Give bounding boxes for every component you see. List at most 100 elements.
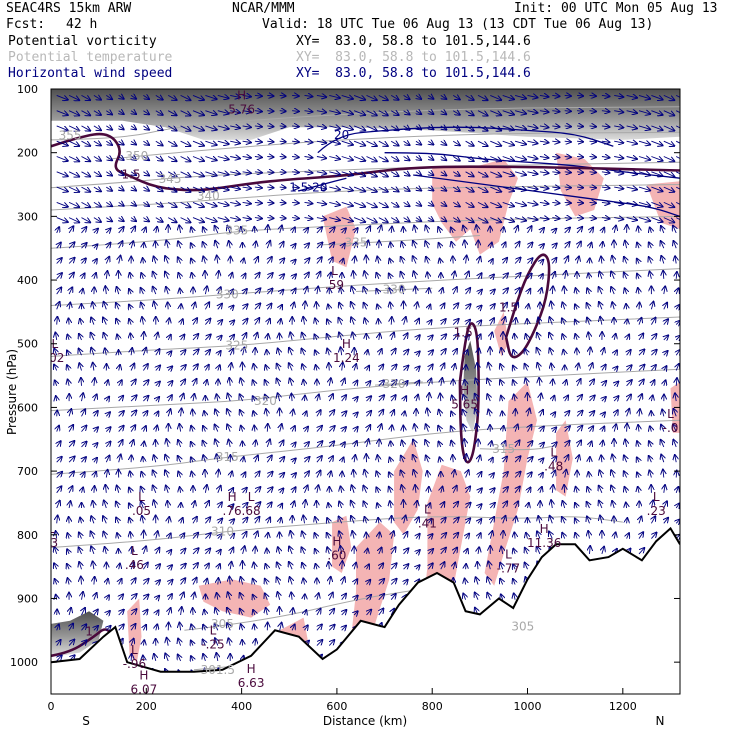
wind-vector-930 [342,594,346,600]
wind-vector-1377 [490,275,494,279]
wind-vector-1414 [503,242,506,249]
wind-vector-1057 [390,157,398,161]
wind-vector-1537 [537,333,540,341]
wind-vector-1627 [562,517,565,524]
wind-vector-478 [203,242,206,249]
wind-vector-748 [292,202,299,203]
wind-vector-88 [82,243,87,248]
wind-vector-1412 [502,218,514,222]
wind-vector-1162 [416,565,420,569]
wind-vector-1170 [428,95,433,98]
wind-vector-12 [56,273,62,280]
wind-vector-419 [181,533,185,538]
field-theta-name: Potential temperature [8,50,173,65]
extremum-type-4: H [460,384,469,398]
wind-vector-1108 [404,333,408,341]
wind-vector-431 [192,125,204,130]
field-theta-xy: XY= 83.0, 58.8 to 101.5,144.6 [296,50,531,65]
wind-vector-476 [205,218,216,222]
wind-vector-1226 [441,349,446,356]
extremum-value-13: -.77 [497,561,520,575]
wind-vector-358 [167,202,176,207]
wind-vector-243 [131,226,135,234]
wind-vector-1224 [441,319,446,325]
x-tick-label-5: 1000 [514,700,542,713]
wind-vector-359 [167,217,176,223]
wind-vector-1421 [501,348,503,356]
wind-vector-1084 [390,563,396,570]
theta-contour-1 [108,131,680,160]
wind-vector-1743 [599,501,602,509]
wind-vector-1150 [416,381,419,386]
wind-vector-1817 [625,439,627,447]
wind-vector-1431 [503,501,508,509]
wind-vector-509 [217,126,229,129]
wind-vector-1046 [378,579,384,585]
wind-vector-986 [366,256,367,264]
wind-vector-898 [341,111,353,115]
wind-vector-123 [93,187,101,191]
wind-vector-1483 [527,111,538,113]
wind-vector-1735 [602,381,606,386]
wind-vector-422 [181,578,186,585]
wind-vector-923 [341,486,342,493]
wind-vector-128 [94,259,97,264]
wind-vector-600 [243,319,248,325]
wind-vector-929 [342,577,345,585]
wind-vector-1392 [490,503,495,508]
wind-vector-50 [68,258,75,264]
wind-vector-507 [217,95,229,98]
wind-vector-862 [329,157,340,160]
wind-vector-1100 [403,218,410,222]
wind-vector-969 [354,596,358,600]
wind-vector-16 [55,333,56,340]
wind-vector-151 [94,610,98,615]
wind-vector-1833 [638,95,650,98]
wind-vector-1689 [588,273,589,279]
wind-vector-420 [181,549,186,554]
wind-vector-1290 [465,141,474,146]
wind-vector-1960 [674,241,677,249]
wind-vector-1331 [477,171,488,177]
extremum-value-2: .02 [45,351,64,365]
wind-vector-1736 [602,397,606,401]
wind-vector-926 [339,531,342,539]
wind-vector-250 [130,333,131,340]
wind-vector-75 [69,640,74,646]
wind-vector-646 [254,426,255,432]
wind-vector-1063 [390,243,391,249]
wind-vector-453 [191,457,193,462]
wind-vector-688 [266,472,272,478]
wind-vector-1295 [465,218,474,223]
wind-vector-854 [317,625,322,631]
wind-vector-57 [67,365,69,370]
wind-vector-579 [228,592,231,600]
wind-vector-400 [178,241,181,249]
wind-vector-1104 [401,272,404,279]
wind-vector-408 [181,365,186,371]
wind-vector-135 [93,363,94,371]
wind-vector-1664 [576,487,578,493]
wind-vector-465 [191,641,193,646]
wind-vector-411 [181,408,182,417]
wind-vector-1505 [528,441,533,448]
wind-vector-1456 [515,288,520,295]
wind-vector-1350 [478,455,480,463]
wind-vector-1581 [552,412,555,416]
wind-vector-604 [241,378,243,386]
wind-vector-306 [143,595,148,600]
pv-contour-label-3: 1 [85,625,93,639]
wind-vector-1048 [379,609,384,616]
wind-vector-0 [56,94,68,99]
wind-vector-552 [230,187,240,189]
wind-vector-439 [191,243,193,248]
wind-vector-549 [230,141,240,143]
wind-vector-401 [178,257,181,264]
wind-vector-291 [143,364,148,371]
wind-vector-1762 [614,202,623,204]
wind-vector-1935 [661,455,664,463]
wind-vector-1386 [488,410,490,417]
wind-vector-555 [227,226,230,234]
x-end-label-north: N [656,714,665,728]
wind-vector-1183 [428,288,429,295]
